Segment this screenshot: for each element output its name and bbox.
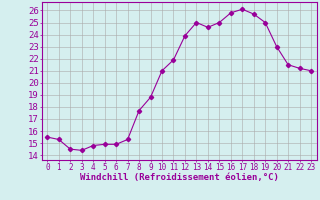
X-axis label: Windchill (Refroidissement éolien,°C): Windchill (Refroidissement éolien,°C) [80, 173, 279, 182]
